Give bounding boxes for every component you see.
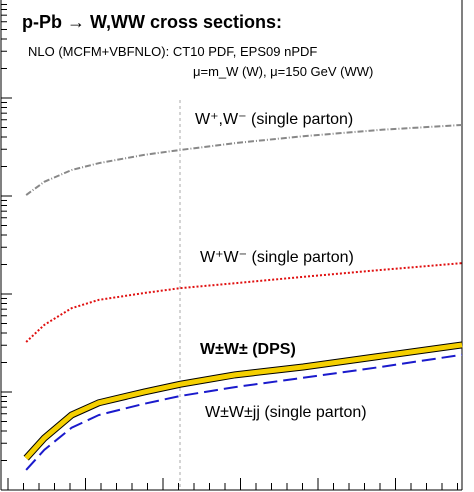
- chart-title: p-Pb → W,WW cross sections:: [22, 12, 282, 32]
- band-outline: [23, 341, 463, 461]
- annotation: NLO (MCFM+VBFNLO): CT10 PDF, EPS09 nPDF: [28, 44, 317, 59]
- series-label: W⁺,W⁻ (single parton): [195, 111, 353, 128]
- series-label: W±W±jj (single parton): [205, 404, 367, 421]
- line: [25, 123, 463, 196]
- series-label: W⁺W⁻ (single parton): [200, 249, 354, 266]
- annotation: μ=m_W (W), μ=150 GeV (WW): [193, 64, 373, 79]
- axis-ticks: [1, 3, 458, 491]
- line: [24, 342, 463, 460]
- line: [25, 353, 463, 471]
- line: [25, 262, 463, 343]
- series-label: W±W± (DPS): [200, 341, 296, 358]
